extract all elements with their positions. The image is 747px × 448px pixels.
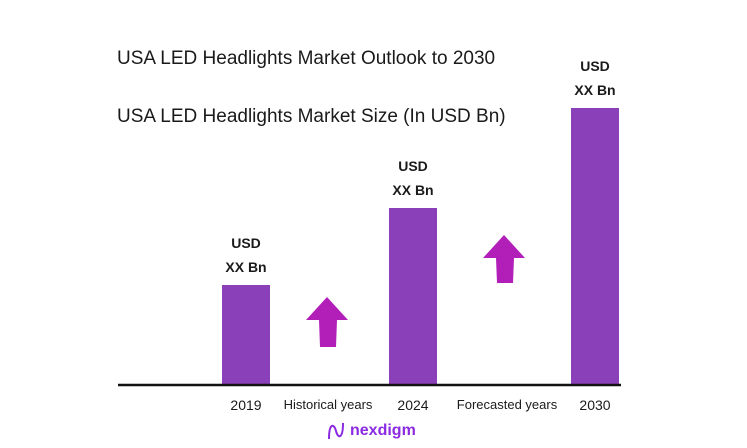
- chart-title: USA LED Headlights Market Outlook to 203…: [117, 48, 496, 69]
- arrow-up-icon-forecast: [483, 235, 525, 283]
- x-tick-2030: 2030: [579, 397, 611, 413]
- nexdigm-logo: nexdigm: [326, 421, 416, 441]
- data-label-currency: USD: [580, 58, 610, 74]
- bar-2024: [389, 208, 437, 385]
- logo-text: nexdigm: [350, 422, 416, 439]
- chart-subtitle: USA LED Headlights Market Size (In USD B…: [117, 106, 506, 127]
- nexdigm-logo-icon: [328, 422, 344, 440]
- data-label-2030: USD XX Bn: [555, 54, 635, 102]
- x-tick-2024: 2024: [397, 397, 429, 413]
- bar-2019: [222, 285, 270, 385]
- x-tick-2019: 2019: [230, 397, 262, 413]
- data-label-value: XX Bn: [574, 82, 616, 98]
- data-label-value: XX Bn: [225, 259, 267, 275]
- data-label-2019: USD XX Bn: [206, 231, 286, 279]
- data-label-currency: USD: [398, 158, 428, 174]
- data-label-currency: USD: [231, 235, 261, 251]
- period-label-forecast: Forecasted years: [456, 397, 558, 412]
- data-label-2024: USD XX Bn: [373, 154, 453, 202]
- bar-2030: [571, 108, 619, 385]
- arrow-up-icon-historical: [306, 297, 348, 347]
- period-label-historical: Historical years: [283, 397, 373, 412]
- data-label-value: XX Bn: [392, 182, 434, 198]
